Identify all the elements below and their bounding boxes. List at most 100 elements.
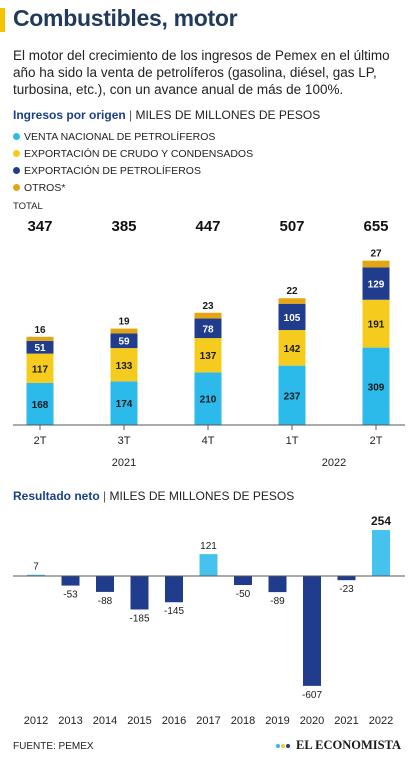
total-value-label: 447 <box>195 218 220 235</box>
net-year-label: 2022 <box>369 715 393 727</box>
bar-data-label: 191 <box>368 320 385 331</box>
stacked-bar-segment <box>26 353 54 383</box>
net-year-label: 2016 <box>162 715 186 727</box>
legend-dot-icon <box>13 133 20 140</box>
net-value-label: 121 <box>200 541 217 552</box>
stacked-bar-segment <box>26 336 54 341</box>
bar-data-label: 105 <box>284 313 301 324</box>
stacked-bar-segment <box>194 372 222 425</box>
bar-data-label: 174 <box>116 399 133 410</box>
net-value-label: -185 <box>129 613 149 624</box>
bar-data-label: 129 <box>368 280 385 291</box>
legend-item: EXPORTACIÓN DE CRUDO Y CONDENSADOS <box>13 145 253 162</box>
income-unit: MILES DE MILLONES DE PESOS <box>135 108 321 122</box>
net-year-label: 2017 <box>196 715 220 727</box>
net-year-label: 2021 <box>334 715 358 727</box>
net-value-label: 254 <box>371 514 391 528</box>
income-title-2: por origen <box>66 108 126 122</box>
income-legend: VENTA NACIONAL DE PETROLÍFEROS EXPORTACIÓ… <box>13 128 253 196</box>
net-value-label: -53 <box>63 590 78 601</box>
net-value-label: -607 <box>302 690 322 701</box>
bar-data-label: 309 <box>368 382 385 393</box>
net-bar <box>27 574 45 576</box>
income-chart-heading: Ingresos por origen | MILES DE MILLONES … <box>13 108 320 122</box>
brand-logo: EL ECONOMISTA <box>276 738 401 753</box>
stacked-bar-segment <box>110 333 138 349</box>
stacked-bar-segment <box>362 267 390 300</box>
year-group-label: 2022 <box>322 457 346 469</box>
brand-name: EL ECONOMISTA <box>296 738 401 752</box>
net-year-label: 2019 <box>265 715 289 727</box>
total-value-label: 385 <box>111 218 136 235</box>
net-bar <box>165 576 183 603</box>
stacked-bar-segment <box>194 318 222 339</box>
stacked-bar-segment <box>26 340 54 354</box>
income-title-1: Ingresos <box>13 108 64 122</box>
net-value-label: -23 <box>339 584 354 595</box>
x-tick-label: 3T <box>118 435 131 447</box>
legend-dot-icon <box>13 184 20 191</box>
title-accent-bar <box>0 8 5 32</box>
net-year-label: 2020 <box>300 715 324 727</box>
bar-data-label: 237 <box>284 391 301 402</box>
bar-data-label: 133 <box>116 361 133 372</box>
x-tick-label: 4T <box>202 435 215 447</box>
legend-dot-icon <box>13 150 20 157</box>
net-year-label: 2012 <box>24 715 48 727</box>
legend-item: OTROS* <box>13 179 253 196</box>
stacked-bar-segment <box>194 312 222 319</box>
year-group-label: 2021 <box>112 457 136 469</box>
stacked-bar-segment <box>110 348 138 382</box>
net-bar <box>61 576 80 586</box>
bar-data-label: 22 <box>286 286 298 297</box>
total-label: TOTAL <box>13 201 43 212</box>
bar-data-label: 23 <box>202 301 214 312</box>
legend-item: VENTA NACIONAL DE PETROLÍFEROS <box>13 128 253 145</box>
legend-label: EXPORTACIÓN DE PETROLÍFEROS <box>24 164 201 177</box>
legend-label: OTROS* <box>24 181 66 194</box>
stacked-bar-segment <box>362 347 390 425</box>
page-title: Combustibles, motor <box>13 5 238 31</box>
stacked-bar-segment <box>110 328 138 334</box>
stacked-bar-segment <box>362 299 390 348</box>
x-tick-label: 1T <box>286 435 299 447</box>
net-bar <box>130 576 149 610</box>
stacked-bar-segment <box>194 338 222 373</box>
net-year-label: 2014 <box>93 715 117 727</box>
total-value-label: 347 <box>27 218 52 235</box>
legend-label: VENTA NACIONAL DE PETROLÍFEROS <box>24 130 216 143</box>
bar-data-label: 19 <box>118 317 130 328</box>
net-value-label: -88 <box>98 596 113 607</box>
stacked-bar-segment <box>110 381 138 425</box>
bar-data-label: 137 <box>200 351 217 362</box>
intro-text: El motor del crecimiento de los ingresos… <box>13 48 390 97</box>
net-bar <box>303 576 321 686</box>
legend-dot-icon <box>13 167 20 174</box>
bar-data-label: 16 <box>34 325 46 336</box>
net-bar <box>199 554 218 576</box>
legend-item: EXPORTACIÓN DE PETROLÍFEROS <box>13 162 253 179</box>
net-year-label: 2015 <box>127 715 151 727</box>
brand-dots-icon <box>276 743 291 748</box>
bar-data-label: 27 <box>370 249 382 260</box>
net-unit: MILES DE MILLONES DE PESOS <box>109 489 295 503</box>
net-bar <box>337 576 356 581</box>
bar-data-label: 168 <box>32 400 49 411</box>
stacked-bar-segment <box>278 330 306 366</box>
heading-separator: | <box>129 108 133 122</box>
total-value-label: 507 <box>279 218 304 235</box>
stacked-bar-segment <box>26 382 54 425</box>
net-value-label: -89 <box>270 596 285 607</box>
bar-data-label: 142 <box>284 344 301 355</box>
stacked-bar-segment <box>278 365 306 425</box>
net-title: Resultado neto <box>13 489 100 503</box>
bar-data-label: 51 <box>34 343 46 354</box>
net-year-label: 2018 <box>231 715 255 727</box>
x-tick-label: 2T <box>34 435 47 447</box>
heading-separator-2: | <box>103 489 107 503</box>
source-note: FUENTE: PEMEX <box>13 741 94 752</box>
net-bar <box>372 530 390 576</box>
net-bar <box>268 576 287 593</box>
stacked-bar-segment <box>278 298 306 304</box>
